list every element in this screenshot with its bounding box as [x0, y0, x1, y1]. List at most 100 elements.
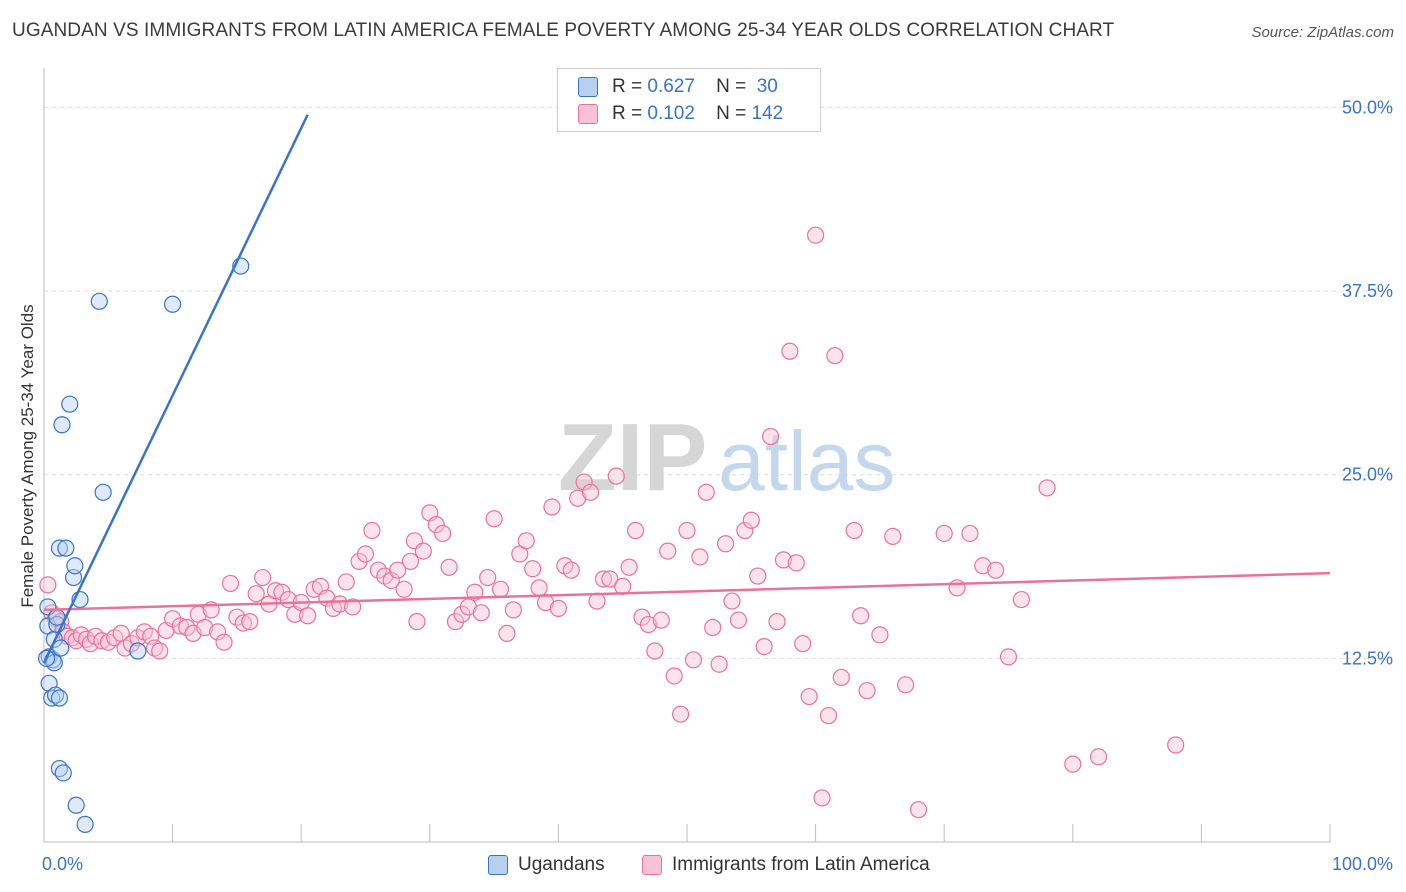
source-label: Source: ZipAtlas.com [1251, 24, 1394, 41]
latin-america-point [299, 607, 317, 625]
latin-america-point [93, 632, 111, 650]
latin-america-point [241, 613, 259, 631]
latin-america-point [897, 676, 915, 694]
latin-america-point [826, 347, 844, 365]
latin-america-point [145, 639, 164, 657]
bottom-legend-latin-america[interactable]: Immigrants from Latin America [642, 852, 930, 878]
ugandan-point [50, 689, 69, 707]
latin-america-point [684, 651, 703, 669]
y-tick-label: 25.0% [1342, 465, 1393, 485]
ugandan-point [54, 764, 72, 782]
latin-america-point [549, 599, 568, 617]
latin-america-point [646, 642, 664, 660]
correlation-legend: R = 0.627 N = 30 R = 0.102 N = 142 [557, 68, 821, 132]
latin-america-points [39, 226, 1185, 819]
latin-america-point [1089, 748, 1108, 766]
legend-row-ugandans: R = 0.627 N = 30 [578, 75, 778, 99]
latin-america-point [221, 574, 240, 593]
latin-america-point [813, 789, 831, 807]
ugandan-point [50, 539, 69, 557]
ugandan-point [94, 483, 112, 501]
watermark-atlas: atlas [718, 414, 895, 508]
latin-america-point [247, 585, 265, 603]
legend-n-label: N = [716, 103, 747, 124]
y-tick-label: 37.5% [1342, 281, 1393, 301]
latin-america-point [671, 705, 690, 723]
latin-america-point [517, 532, 535, 550]
latin-america-point [215, 633, 233, 651]
legend-row-latin-america: R = 0.102 N = 142 [578, 102, 783, 126]
latin-america-point [639, 615, 658, 634]
latin-america-point [209, 623, 227, 641]
latin-america-point [479, 568, 497, 587]
latin-america-point [832, 668, 850, 687]
latin-america-point [659, 542, 677, 560]
x-tick-label: 0.0% [42, 854, 83, 874]
latin-america-point [594, 570, 613, 588]
bottom-legend-ugandans[interactable]: Ugandans [488, 852, 605, 878]
latin-america-point [884, 527, 902, 546]
latin-america-point [344, 598, 362, 616]
latin-america-point [581, 483, 600, 501]
latin-america-point [961, 524, 979, 543]
latin-america-point [974, 557, 992, 575]
latin-america-point [369, 561, 387, 579]
latin-america-point [852, 607, 870, 625]
latin-america-point [1064, 755, 1082, 773]
latin-america-point [716, 535, 735, 553]
latin-america-point [530, 579, 548, 597]
legend-r-value-latin-america: 0.102 [647, 103, 695, 124]
latin-america-point [652, 611, 670, 629]
latin-america-point [498, 624, 516, 642]
latin-america-point [710, 655, 728, 673]
latin-america-point [787, 554, 805, 572]
latin-america-point [691, 548, 709, 566]
latin-america-point [858, 682, 876, 700]
latin-america-point [440, 558, 458, 576]
latin-america-point [626, 521, 645, 540]
latin-america-point [562, 561, 580, 579]
ugandan-point [76, 815, 94, 833]
latin-america-point [151, 642, 169, 660]
latin-america-point [755, 637, 773, 656]
latin-america-point [948, 579, 966, 597]
latin-america-point [749, 567, 767, 585]
ugandans-swatch [578, 77, 598, 97]
latin-america-point [485, 510, 503, 528]
ugandan-point [90, 292, 108, 310]
latin-america-point [504, 601, 522, 619]
latin-america-point [178, 618, 196, 637]
chart-title: UGANDAN VS IMMIGRANTS FROM LATIN AMERICA… [12, 20, 1115, 41]
latin-america-point [909, 801, 928, 819]
latin-america-point [39, 576, 57, 594]
latin-america-point [543, 498, 561, 516]
legend-n-value-ugandans: 30 [756, 76, 778, 97]
latin-america-point [723, 592, 741, 610]
latin-america-point [1167, 736, 1185, 754]
y-tick-label: 12.5% [1342, 648, 1393, 668]
latin-america-point [736, 521, 754, 540]
latin-america-point [742, 511, 760, 529]
latin-america-point [491, 580, 510, 598]
legend-n-label: N = [716, 76, 747, 97]
y-tick-label: 50.0% [1342, 97, 1393, 117]
latin-america-legend-swatch [642, 855, 662, 875]
latin-america-point [1012, 590, 1030, 609]
latin-america-point [129, 629, 147, 647]
latin-america-point [999, 648, 1018, 666]
latin-america-point [607, 467, 625, 485]
latin-america-point [781, 342, 799, 360]
latin-america-point [845, 521, 863, 540]
axes [43, 68, 1331, 843]
latin-america-trend-line [43, 571, 1331, 612]
latin-america-point [234, 614, 252, 632]
ugandan-point [129, 642, 147, 660]
latin-america-point [678, 521, 696, 540]
latin-america-swatch [578, 104, 598, 124]
latin-america-point [806, 226, 825, 244]
latin-america-point [382, 571, 400, 590]
watermark: ZIP atlas [558, 404, 895, 511]
latin-america-point [228, 608, 246, 626]
latin-america-point [774, 551, 793, 569]
latin-america-point [761, 427, 780, 446]
